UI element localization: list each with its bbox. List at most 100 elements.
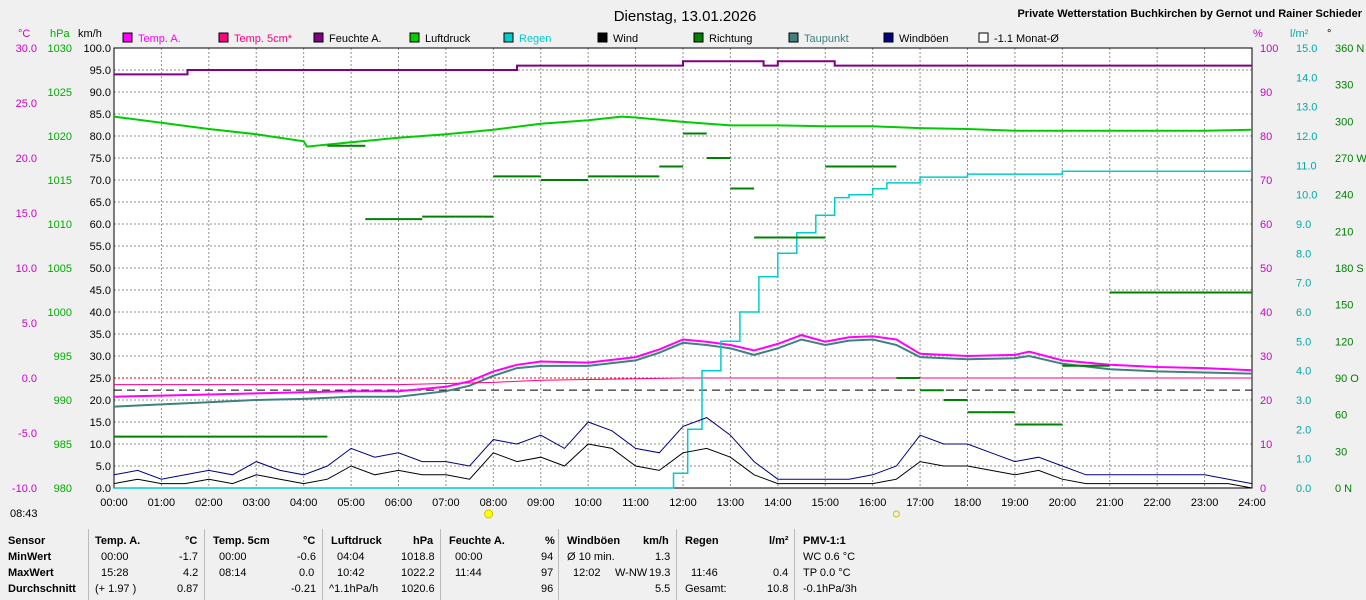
regen-max-time: 11:46 [691,567,718,579]
x-tick-label: 22:00 [1143,497,1171,509]
x-tick-label: 02:00 [195,497,223,509]
direction-tick-label: 270 W [1335,153,1366,165]
x-tick-label: 00:00 [100,497,128,509]
windboen-max-time: 12:02 [573,567,601,579]
x-tick-label: 16:00 [859,497,887,509]
temp-tick-label: 30.0 [16,43,37,55]
x-tick-label: 04:00 [290,497,318,509]
temp-a-title: Temp. A. [95,535,141,547]
temp-a-avg-extra: (+ 1.97 ) [95,583,137,595]
speed-tick-label: 95.0 [90,65,111,77]
legend-label: Temp. A. [138,33,181,45]
x-tick-label: 20:00 [1049,497,1077,509]
luftdruck-min-time: 04:04 [337,551,365,563]
humidity-tick-label: 60 [1260,219,1272,231]
temp-a-avg: 0.87 [177,583,199,595]
x-tick-label: 15:00 [811,497,839,509]
humidity-tick-label: 0 [1260,483,1266,495]
chart-title: Dienstag, 13.01.2026 [614,8,757,25]
luftdruck-min: 1018.8 [401,551,435,563]
x-tick-label: 10:00 [574,497,602,509]
speed-tick-label: 90.0 [90,87,111,99]
pmv-trend: -0.1hPa/3h [803,583,857,595]
temp-tick-label: 5.0 [22,318,37,330]
grid [113,47,1253,489]
sunset-icon [892,510,900,518]
windboen-title: Windböen [567,535,621,547]
temp-tick-label: 10.0 [16,263,37,275]
row-sensor: Sensor [8,535,46,547]
stats-col-luftdruck: Luftdruck hPa 04:04 1018.8 10:42 1022.2 … [322,529,441,600]
speed-tick-label: 75.0 [90,153,111,165]
rain-tick-label: 13.0 [1296,102,1317,114]
x-tick-label: 18:00 [954,497,982,509]
rain-tick-label: 7.0 [1296,278,1311,290]
speed-tick-label: 55.0 [90,241,111,253]
legend-label: Luftdruck [425,33,471,45]
direction-tick-label: 60 [1335,410,1347,422]
windboen-max-dir: W-NW [615,567,648,579]
speed-tick-label: 80.0 [90,131,111,143]
temp-a-min: -1.7 [179,551,198,563]
legend-swatch [409,32,420,43]
feuchte-min-time: 00:00 [455,551,483,563]
feuchte-min: 94 [541,551,554,563]
legend-label: Taupunkt [804,33,849,45]
rain-tick-label: 10.0 [1296,190,1317,202]
temp-tick-label: -5.0 [18,428,37,440]
rain-tick-label: 9.0 [1296,219,1311,231]
luftdruck-title: Luftdruck [331,535,382,547]
legend-swatch [313,32,324,43]
row-max: MaxWert [8,567,54,579]
speed-tick-label: 15.0 [90,417,111,429]
pressure-tick-label: 1020 [48,131,72,143]
feuchte-unit: % [545,535,555,547]
direction-tick-label: 360 N [1335,43,1364,55]
direction-tick-label: 240 [1335,190,1353,202]
x-tick-label: 13:00 [717,497,745,509]
stats-col-regen: Regen l/m² 11:46 0.4 Gesamt: 10.8 [676,529,795,600]
legend-swatch [597,32,608,43]
x-tick-label: 12:00 [669,497,697,509]
legend-label: Windböen [899,33,949,45]
legend-label: -1.1 Monat-Ø [994,33,1059,45]
speed-tick-label: 35.0 [90,329,111,341]
regen-total: 10.8 [767,583,789,595]
luftdruck-avg: 1020.6 [401,583,435,595]
rain-tick-label: 11.0 [1296,160,1317,172]
temp-tick-label: 20.0 [16,153,37,165]
speed-tick-label: 65.0 [90,197,111,209]
temp-a-max-time: 15:28 [101,567,129,579]
humidity-tick-label: 40 [1260,307,1272,319]
feuchte-max: 97 [541,567,554,579]
direction-tick-label: 120 [1335,336,1353,348]
rain-tick-label: 5.0 [1296,336,1311,348]
legend-swatch [122,32,133,43]
speed-tick-label: 40.0 [90,307,111,319]
rain-tick-label: 6.0 [1296,307,1311,319]
humidity-tick-label: 50 [1260,263,1272,275]
series-taupunkt [113,338,1253,408]
direction-tick-label: 180 S [1335,263,1364,275]
pressure-tick-label: 1010 [48,219,72,231]
pressure-tick-label: 985 [54,439,72,451]
luftdruck-unit: hPa [413,535,434,547]
legend-label: Temp. 5cm* [234,33,293,45]
series-wind [113,443,1253,489]
stats-col-temp-5cm: Temp. 5cm °C 00:00 -0.6 08:14 0.0 -0.21 [204,529,323,600]
temp-tick-label: 25.0 [16,98,37,110]
stats-col-feuchte: Feuchte A. % 00:00 94 11:44 97 96 [440,529,559,600]
legend-swatch [693,32,704,43]
luftdruck-max-time: 10:42 [337,567,365,579]
legend-swatch [788,32,799,43]
x-tick-label: 06:00 [385,497,413,509]
legend-swatch [978,32,989,43]
rain-tick-label: 1.0 [1296,454,1311,466]
rain-tick-label: 15.0 [1296,43,1317,55]
rain-tick-label: 3.0 [1296,395,1311,407]
humidity-tick-label: 30 [1260,351,1272,363]
pmv-tp: TP 0.0 °C [803,567,851,579]
speed-tick-label: 0.0 [96,483,111,495]
unit-speed: km/h [78,28,102,40]
feuchte-max-time: 11:44 [455,567,482,579]
